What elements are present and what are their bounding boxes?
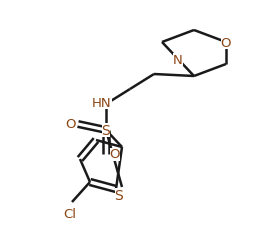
Text: S: S	[115, 188, 123, 202]
Text: HN: HN	[92, 96, 112, 109]
Text: N: N	[173, 53, 183, 66]
Text: O: O	[221, 36, 231, 49]
Text: O: O	[66, 118, 76, 131]
Text: Cl: Cl	[64, 208, 76, 220]
Text: O: O	[110, 148, 120, 161]
Text: S: S	[102, 123, 110, 137]
